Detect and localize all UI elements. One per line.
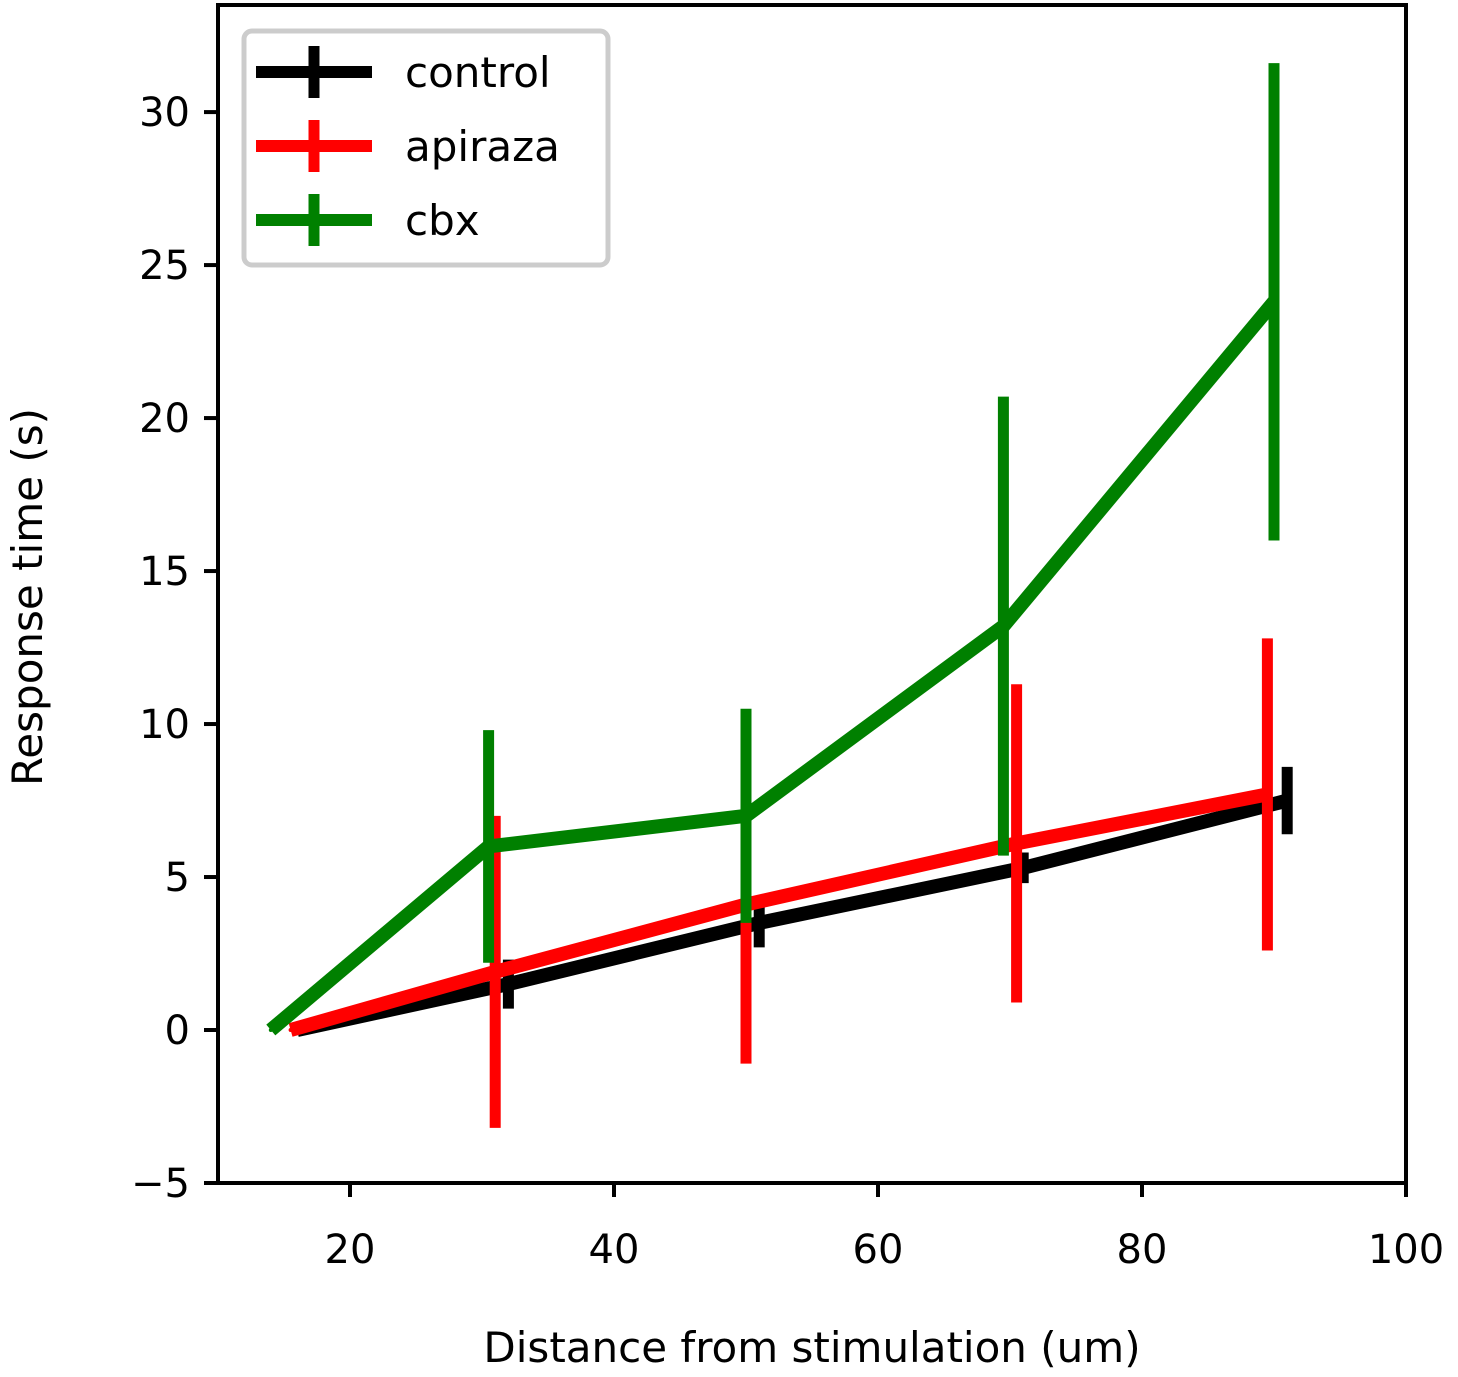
legend-box [241, 28, 611, 268]
data-point [744, 813, 748, 818]
data-point [757, 920, 762, 925]
data-point [1285, 798, 1290, 803]
data-point [288, 1028, 293, 1033]
y-tick-label: 5 [165, 855, 190, 901]
data-point [1265, 792, 1270, 797]
legend-label: cbx [405, 196, 480, 245]
y-tick-label: 20 [139, 396, 190, 442]
legend-entry-apiraza: apiraza [256, 120, 560, 172]
data-point [1014, 841, 1019, 846]
x-tick-label: 80 [1117, 1227, 1168, 1273]
data-point [1001, 624, 1006, 629]
legend-entry-cbx: cbx [256, 194, 480, 246]
x-axis-label: Distance from stimulation (um) [483, 1323, 1140, 1372]
data-point [506, 982, 511, 987]
data-point [493, 969, 498, 974]
series-cbx [266, 63, 1280, 1036]
y-axis: −5 0 5 10 15 20 25 30 [131, 90, 218, 1207]
series-control [295, 766, 1293, 1037]
x-tick-label: 20 [325, 1227, 376, 1273]
data-point [486, 844, 491, 849]
legend-entry-control: control [256, 46, 551, 98]
y-tick-label: 30 [139, 90, 190, 136]
legend: control apiraza cbx [241, 28, 611, 268]
x-tick-label: 100 [1368, 1227, 1444, 1273]
x-axis: 20 40 60 80 100 [325, 1183, 1444, 1273]
data-point [1021, 865, 1026, 870]
y-tick-label: 15 [139, 549, 190, 595]
y-axis-label: Response time (s) [3, 408, 52, 786]
plot-frame [216, 3, 1408, 1185]
x-tick-label: 60 [853, 1227, 904, 1273]
legend-label: control [405, 48, 551, 97]
legend-label: apiraza [405, 122, 560, 171]
x-tick-label: 40 [589, 1227, 640, 1273]
y-tick-label: −5 [131, 1161, 190, 1207]
y-tick-label: 25 [139, 243, 190, 289]
legend-items: control apiraza cbx [256, 46, 560, 246]
y-tick-label: 10 [139, 702, 190, 748]
data-point [1272, 299, 1276, 304]
y-tick-label: 0 [165, 1008, 190, 1054]
series-layer [266, 63, 1293, 1128]
data-point [268, 1028, 273, 1033]
